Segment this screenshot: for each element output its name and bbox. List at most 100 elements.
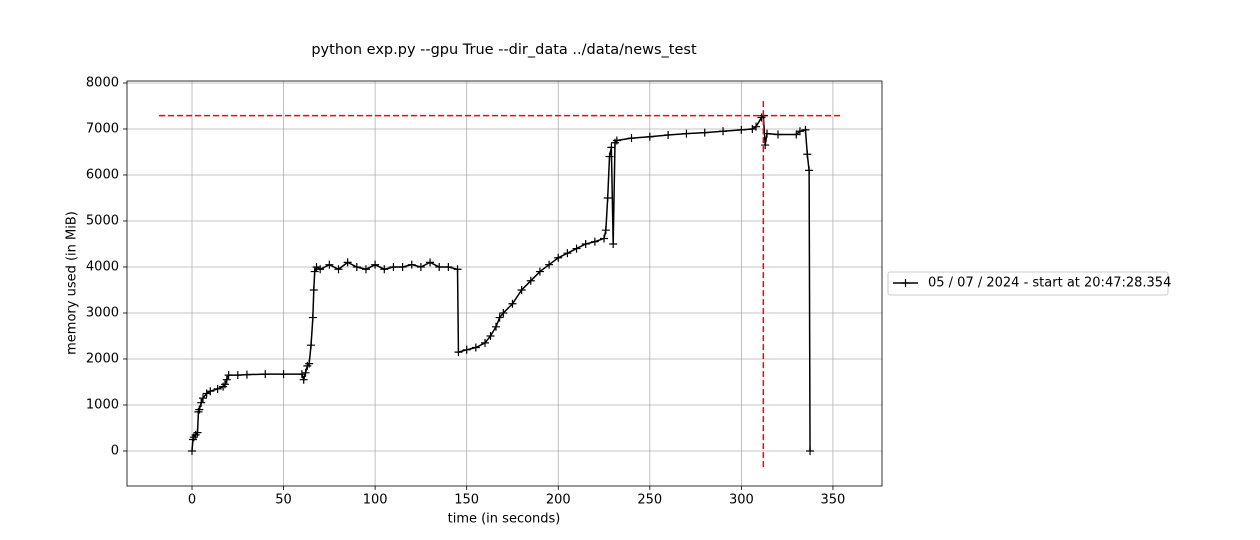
point-marker <box>752 122 761 131</box>
legend-marker <box>901 279 910 287</box>
point-marker <box>334 265 343 274</box>
point-marker <box>480 338 489 347</box>
point-marker <box>607 143 616 152</box>
point-marker <box>352 262 361 271</box>
point-marker <box>645 132 654 141</box>
point-marker <box>279 370 288 379</box>
y-tick-label: 3000 <box>86 305 119 320</box>
point-marker <box>471 343 480 352</box>
point-marker <box>737 125 746 134</box>
point-marker <box>224 371 233 380</box>
point-marker <box>603 193 612 202</box>
point-marker <box>805 166 814 175</box>
point-marker <box>526 276 535 285</box>
point-marker <box>361 265 370 274</box>
x-tick-label: 150 <box>454 493 479 508</box>
point-marker <box>806 446 815 455</box>
legend-box <box>887 271 1169 296</box>
axes-frame <box>126 80 883 487</box>
point-marker <box>761 141 770 150</box>
point-marker <box>627 134 636 143</box>
point-marker <box>233 371 242 380</box>
series-line <box>191 113 811 452</box>
y-tick-label: 0 <box>111 443 119 458</box>
point-marker <box>462 345 471 354</box>
point-marker <box>325 260 334 269</box>
x-tick-label: 200 <box>546 493 571 508</box>
y-tick-label: 8000 <box>86 75 119 90</box>
point-marker <box>307 341 316 350</box>
x-tick-label: 100 <box>363 493 388 508</box>
point-marker <box>572 244 581 253</box>
point-marker <box>757 113 766 122</box>
point-marker <box>213 384 222 393</box>
point-marker <box>803 150 812 159</box>
point-marker <box>242 370 251 379</box>
point-marker <box>426 258 435 267</box>
y-tick-label: 6000 <box>86 167 119 182</box>
y-tick-label: 4000 <box>86 259 119 274</box>
point-marker <box>554 253 563 262</box>
point-marker <box>609 239 618 248</box>
point-marker <box>535 267 544 276</box>
point-marker <box>305 359 314 368</box>
x-tick-label: 0 <box>188 493 196 508</box>
point-marker <box>600 234 609 243</box>
point-marker <box>188 446 197 455</box>
point-marker <box>220 380 229 389</box>
x-tick-label: 250 <box>637 493 662 508</box>
point-marker <box>195 405 204 414</box>
point-marker <box>222 375 231 384</box>
point-marker <box>261 370 270 379</box>
x-tick-label: 350 <box>821 493 846 508</box>
point-marker <box>601 226 610 235</box>
point-marker <box>435 262 444 271</box>
y-axis-label: memory used (in MiB) <box>65 211 80 355</box>
y-tick-label: 7000 <box>86 121 119 136</box>
point-marker <box>795 127 804 136</box>
point-marker <box>444 262 453 271</box>
point-marker <box>590 237 599 246</box>
y-tick-label: 5000 <box>86 213 119 228</box>
point-marker <box>316 265 325 274</box>
point-marker <box>545 260 554 269</box>
point-marker <box>197 398 206 407</box>
point-marker <box>371 260 380 269</box>
point-marker <box>193 428 202 437</box>
point-marker <box>508 299 517 308</box>
y-tick-label: 1000 <box>86 397 119 412</box>
point-marker <box>563 249 572 258</box>
point-marker <box>581 239 590 248</box>
point-marker <box>763 129 772 138</box>
x-tick-label: 300 <box>729 493 754 508</box>
point-marker <box>499 308 508 317</box>
legend-label: 05 / 07 / 2024 - start at 20:47:28.354 <box>928 276 1171 291</box>
point-marker <box>198 394 207 403</box>
y-tick-label: 2000 <box>86 351 119 366</box>
point-marker <box>773 130 782 139</box>
point-marker <box>612 136 621 145</box>
point-marker <box>682 129 691 138</box>
x-tick-label: 50 <box>275 493 292 508</box>
point-marker <box>309 285 318 294</box>
point-marker <box>454 348 463 357</box>
point-marker <box>605 152 614 161</box>
point-marker <box>310 267 319 276</box>
point-marker <box>801 125 810 134</box>
point-marker <box>206 387 215 396</box>
point-marker <box>491 322 500 331</box>
point-marker <box>299 375 308 384</box>
point-marker <box>380 265 389 274</box>
x-axis-label: time (in seconds) <box>448 512 561 527</box>
point-marker <box>495 313 504 322</box>
point-marker <box>700 128 709 137</box>
point-marker <box>719 127 728 136</box>
point-marker <box>343 258 352 267</box>
chart-title: python exp.py --gpu True --dir_data ../d… <box>311 42 697 58</box>
point-marker <box>308 313 317 322</box>
point-marker <box>407 260 416 269</box>
point-marker <box>301 368 310 377</box>
point-marker <box>517 285 526 294</box>
point-marker <box>453 265 462 274</box>
